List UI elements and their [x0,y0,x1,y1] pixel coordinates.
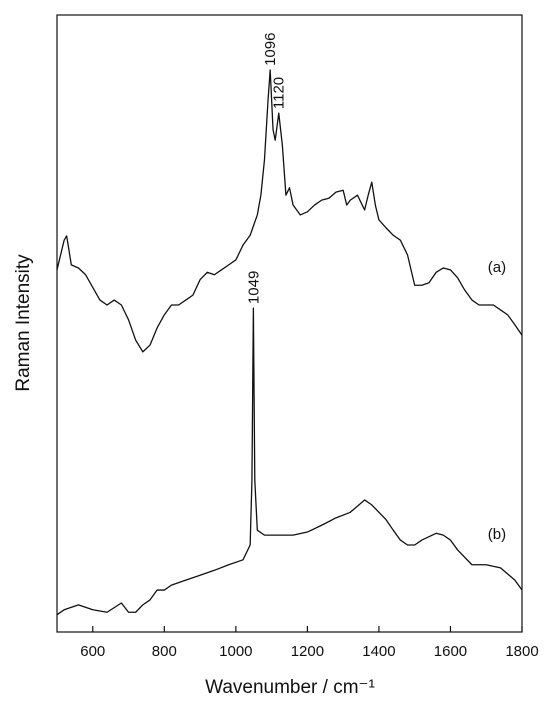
x-tick-label: 600 [80,643,105,660]
x-axis-title: Wavenumber / cm⁻¹ [205,677,375,698]
x-tick-label: 1800 [505,643,538,660]
curve-label: (a) [488,259,506,276]
x-tick-label: 1600 [434,643,467,660]
x-tick-label: 1200 [291,643,324,660]
y-axis-title: Raman Intensity [13,254,34,392]
curve-label: (b) [488,526,506,543]
peak-label: 1049 [245,271,262,304]
peak-label: 1096 [262,33,279,66]
spectrum-line [56,69,523,353]
x-tick-label: 800 [152,643,177,660]
x-tick-label: 1000 [219,643,252,660]
peak-label: 1120 [271,77,288,109]
plot-frame [56,14,523,633]
x-tick-label: 1400 [362,643,395,660]
spectrum-line [56,307,523,616]
